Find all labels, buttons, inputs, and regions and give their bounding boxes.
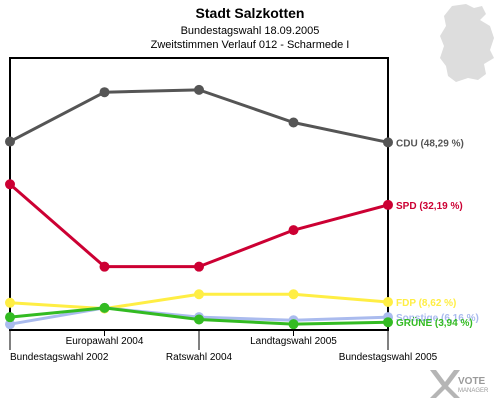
- data-point-gr-ne: [99, 302, 110, 313]
- data-point-gr-ne: [288, 319, 299, 330]
- data-point-spd: [194, 261, 204, 272]
- x-tick-label: Europawahl 2004: [66, 336, 144, 347]
- series-label-cdu: CDU (48,29 %): [396, 138, 464, 149]
- series-label-fdp: FDP (8,62 %): [396, 298, 456, 309]
- data-point-fdp: [5, 297, 15, 308]
- series-line-spd: [9, 183, 389, 269]
- logo-text-manager: MANAGER: [458, 388, 489, 394]
- series-label-spd: SPD (32,19 %): [396, 201, 463, 212]
- series-layer: [5, 84, 393, 330]
- data-point-gr-ne: [194, 314, 204, 325]
- data-point-fdp: [383, 297, 393, 308]
- x-tick-label: Ratswahl 2004: [166, 352, 233, 363]
- series-line-cdu: [9, 88, 389, 144]
- x-tick-label: Bundestagswahl 2005: [339, 352, 438, 363]
- data-point-spd: [99, 261, 110, 272]
- x-tick-label: Bundestagswahl 2002: [10, 352, 109, 363]
- series-label-sonstige: Sonstige (6,16 %): [396, 313, 479, 324]
- chart-title: Stadt Salzkotten: [196, 5, 305, 21]
- data-point-cdu: [99, 87, 110, 98]
- logo-x-icon: [430, 370, 460, 398]
- data-point-sonstige: [5, 319, 15, 330]
- data-point-gr-ne: [383, 317, 393, 328]
- plot-area: [9, 57, 389, 331]
- logo-text-vote: VOTE: [458, 376, 486, 387]
- data-point-spd: [383, 199, 393, 210]
- series-label-gr-ne: GRÜNE (3,94 %): [396, 316, 473, 329]
- chart-subtitle-2: Zweitstimmen Verlauf 012 - Scharmede I: [151, 39, 350, 51]
- data-point-fdp: [288, 289, 299, 300]
- chart-subtitle: Bundestagswahl 18.09.2005: [181, 25, 320, 37]
- germany-map-icon: [440, 4, 494, 82]
- data-point-spd: [5, 179, 15, 190]
- vote-manager-logo: VOTE MANAGER: [430, 370, 489, 398]
- data-point-cdu: [288, 117, 299, 128]
- data-point-fdp: [194, 289, 204, 300]
- data-point-cdu: [383, 137, 393, 148]
- data-point-cdu: [5, 136, 15, 147]
- x-axis: Bundestagswahl 2002 Europawahl 2004 Ratswa…: [9, 330, 438, 363]
- data-point-gr-ne: [5, 312, 15, 323]
- x-tick-label: Landtagswahl 2005: [250, 336, 337, 347]
- data-point-cdu: [194, 84, 204, 95]
- data-point-spd: [288, 225, 299, 236]
- series-labels: CDU (48,29 %) SPD (32,19 %) FDP (8,62 %) So…: [396, 138, 479, 329]
